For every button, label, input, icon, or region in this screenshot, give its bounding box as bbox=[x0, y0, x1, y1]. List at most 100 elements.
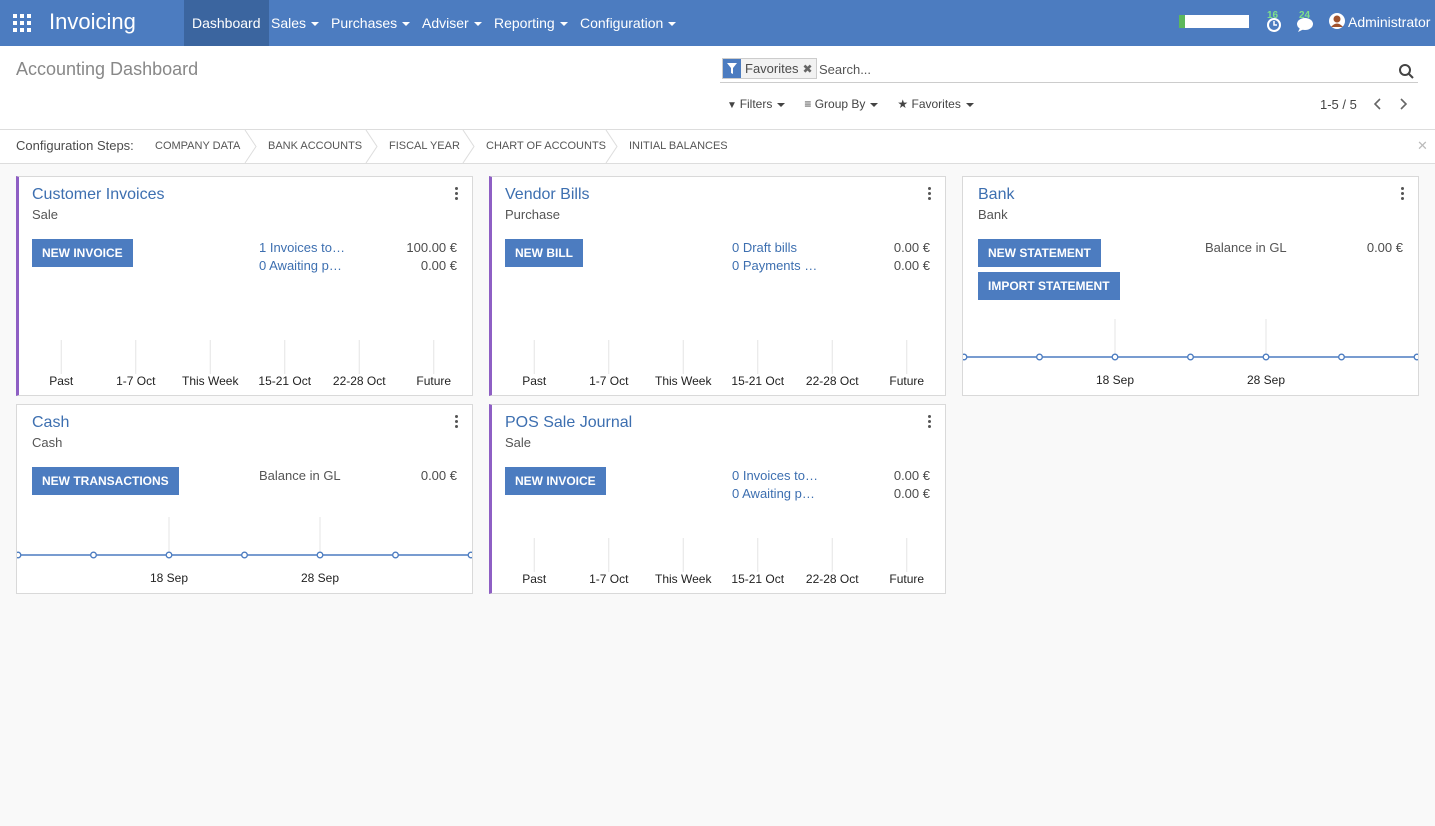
caret bbox=[311, 22, 320, 27]
stat-value: 0.00 € bbox=[893, 468, 930, 483]
stat-label[interactable]: 0 Draft bills bbox=[732, 240, 798, 255]
groupby-button[interactable]: ≡ Group By bbox=[804, 97, 879, 111]
user-menu[interactable]: Administrator bbox=[1348, 14, 1431, 30]
navbar: Invoicing 16 24 Administrator Dashboard S… bbox=[0, 0, 1435, 46]
menu-item[interactable]: Adviser bbox=[414, 0, 490, 46]
stat-value: 0.00 € bbox=[420, 258, 457, 273]
config-step[interactable]: INITIAL BALANCES bbox=[629, 140, 728, 152]
card-menu[interactable] bbox=[928, 415, 931, 430]
menu-item[interactable]: Sales bbox=[263, 0, 327, 46]
stat-value: 0.00 € bbox=[893, 486, 930, 501]
config-step[interactable]: BANK ACCOUNTS bbox=[268, 140, 363, 152]
menu-label: Reporting bbox=[494, 15, 555, 31]
card-subtitle: Sale bbox=[32, 207, 59, 222]
menu-item[interactable]: Dashboard bbox=[184, 0, 269, 46]
chevron-line bbox=[462, 130, 475, 163]
facet-label: Favorites bbox=[745, 61, 799, 76]
config-steps: Configuration Steps: ✕ COMPANY DATA BANK … bbox=[0, 130, 1435, 164]
step-chevron bbox=[605, 130, 618, 163]
stat-label[interactable]: 0 Awaiting p… bbox=[259, 258, 342, 273]
steps-label: Configuration Steps: bbox=[16, 138, 134, 153]
card-chart: Past 1-7 Oct This Week 15-21 Oct 22-28 Oct Fu… bbox=[49, 340, 451, 388]
menu-label: Sales bbox=[271, 15, 307, 31]
card-title[interactable]: Vendor Bills bbox=[505, 186, 590, 203]
menu-item[interactable]: Purchases bbox=[323, 0, 418, 46]
card-menu[interactable] bbox=[455, 187, 458, 202]
search-facet[interactable]: Favorites ✖ bbox=[722, 58, 817, 79]
x-label: 22-28 Oct bbox=[806, 572, 859, 586]
point bbox=[316, 551, 324, 559]
stat-label[interactable]: 0 Payments … bbox=[732, 258, 818, 273]
app-name[interactable]: Invoicing bbox=[49, 9, 136, 34]
menu-item[interactable]: Configuration bbox=[572, 0, 684, 46]
x-label: This Week bbox=[655, 572, 712, 586]
stat-label[interactable]: 1 Invoices to… bbox=[259, 240, 345, 255]
filters-button[interactable]: ▼ Filters bbox=[727, 97, 786, 111]
card-button[interactable]: NEW INVOICE bbox=[32, 239, 133, 267]
caret bbox=[473, 22, 482, 27]
card-button[interactable]: NEW BILL bbox=[505, 239, 583, 267]
point bbox=[1338, 353, 1345, 361]
config-step[interactable]: CHART OF ACCOUNTS bbox=[486, 140, 606, 152]
point bbox=[17, 551, 22, 559]
card-button[interactable]: NEW TRANSACTIONS bbox=[32, 467, 179, 495]
stat-value: 0.00 € bbox=[893, 240, 930, 255]
stat-label: Balance in GL bbox=[259, 468, 341, 483]
x-label: 15-21 Oct bbox=[258, 374, 311, 388]
chat-icon[interactable] bbox=[1296, 15, 1316, 33]
x-label: 15-21 Oct bbox=[731, 374, 784, 388]
menu-label: Purchases bbox=[331, 15, 398, 31]
pager: 1-5 / 5 bbox=[1320, 97, 1357, 112]
stat-label[interactable]: 0 Invoices to… bbox=[732, 468, 818, 483]
activity-icon[interactable] bbox=[1265, 15, 1283, 33]
point bbox=[1413, 353, 1418, 361]
pager-arrows[interactable] bbox=[1372, 98, 1412, 110]
card-button[interactable]: NEW INVOICE bbox=[505, 467, 606, 495]
stat-value: 0.00 € bbox=[893, 258, 930, 273]
x-label: This Week bbox=[182, 374, 239, 388]
control-panel: Accounting Dashboard Favorites ✖ Search.… bbox=[0, 46, 1435, 130]
journal-card: POS Sale Journal Sale NEW INVOICE 0 Invoice… bbox=[489, 404, 946, 594]
close-steps[interactable]: ✕ bbox=[1417, 138, 1428, 153]
x-label: Past bbox=[522, 572, 547, 586]
chat-badge: 24 bbox=[1299, 10, 1311, 21]
breadcrumb-title: Accounting Dashboard bbox=[16, 59, 199, 79]
card-button[interactable]: IMPORT STATEMENT bbox=[978, 272, 1120, 300]
x-label: This Week bbox=[655, 374, 712, 388]
step-chevron bbox=[365, 130, 378, 163]
card-title[interactable]: Cash bbox=[32, 414, 70, 431]
card-title[interactable]: Bank bbox=[978, 186, 1015, 203]
config-step[interactable]: FISCAL YEAR bbox=[389, 140, 460, 152]
card-title[interactable]: POS Sale Journal bbox=[505, 414, 633, 431]
card-menu[interactable] bbox=[1401, 187, 1404, 202]
card-menu[interactable] bbox=[455, 415, 458, 430]
stat-value: 100.00 € bbox=[406, 240, 457, 255]
card-subtitle: Purchase bbox=[505, 207, 560, 222]
menu-label: Configuration bbox=[580, 15, 664, 31]
card-menu[interactable] bbox=[928, 187, 931, 202]
x-label: Past bbox=[49, 374, 74, 388]
journal-card: Vendor Bills Purchase NEW BILL 0 Draft bill… bbox=[489, 176, 946, 396]
search-placeholder: Search... bbox=[819, 62, 872, 77]
stat-label: Balance in GL bbox=[1205, 240, 1287, 255]
point bbox=[241, 551, 248, 559]
avatar[interactable] bbox=[1329, 13, 1345, 29]
caret bbox=[668, 22, 677, 27]
point bbox=[1111, 353, 1119, 361]
x-label: 22-28 Oct bbox=[806, 374, 859, 388]
search-options: ▼ Filters ≡ Group By ★ Favorites bbox=[727, 97, 974, 111]
apps-icon[interactable] bbox=[13, 14, 31, 32]
menu-item[interactable]: Reporting bbox=[486, 0, 576, 46]
x-label: Future bbox=[889, 374, 924, 388]
search-icon[interactable] bbox=[1398, 63, 1414, 79]
caret bbox=[402, 22, 411, 27]
config-step[interactable]: COMPANY DATA bbox=[155, 140, 241, 152]
point bbox=[90, 551, 97, 559]
card-button[interactable]: NEW STATEMENT bbox=[978, 239, 1101, 267]
favorites-button[interactable]: ★ Favorites bbox=[897, 97, 974, 111]
card-title[interactable]: Customer Invoices bbox=[32, 186, 165, 203]
stat-value: 0.00 € bbox=[1366, 240, 1403, 255]
search-box[interactable] bbox=[720, 56, 1418, 83]
stat-label[interactable]: 0 Awaiting p… bbox=[732, 486, 815, 501]
journal-card: Cash Cash NEW TRANSACTIONS Balance in GL 0.0… bbox=[16, 404, 473, 594]
